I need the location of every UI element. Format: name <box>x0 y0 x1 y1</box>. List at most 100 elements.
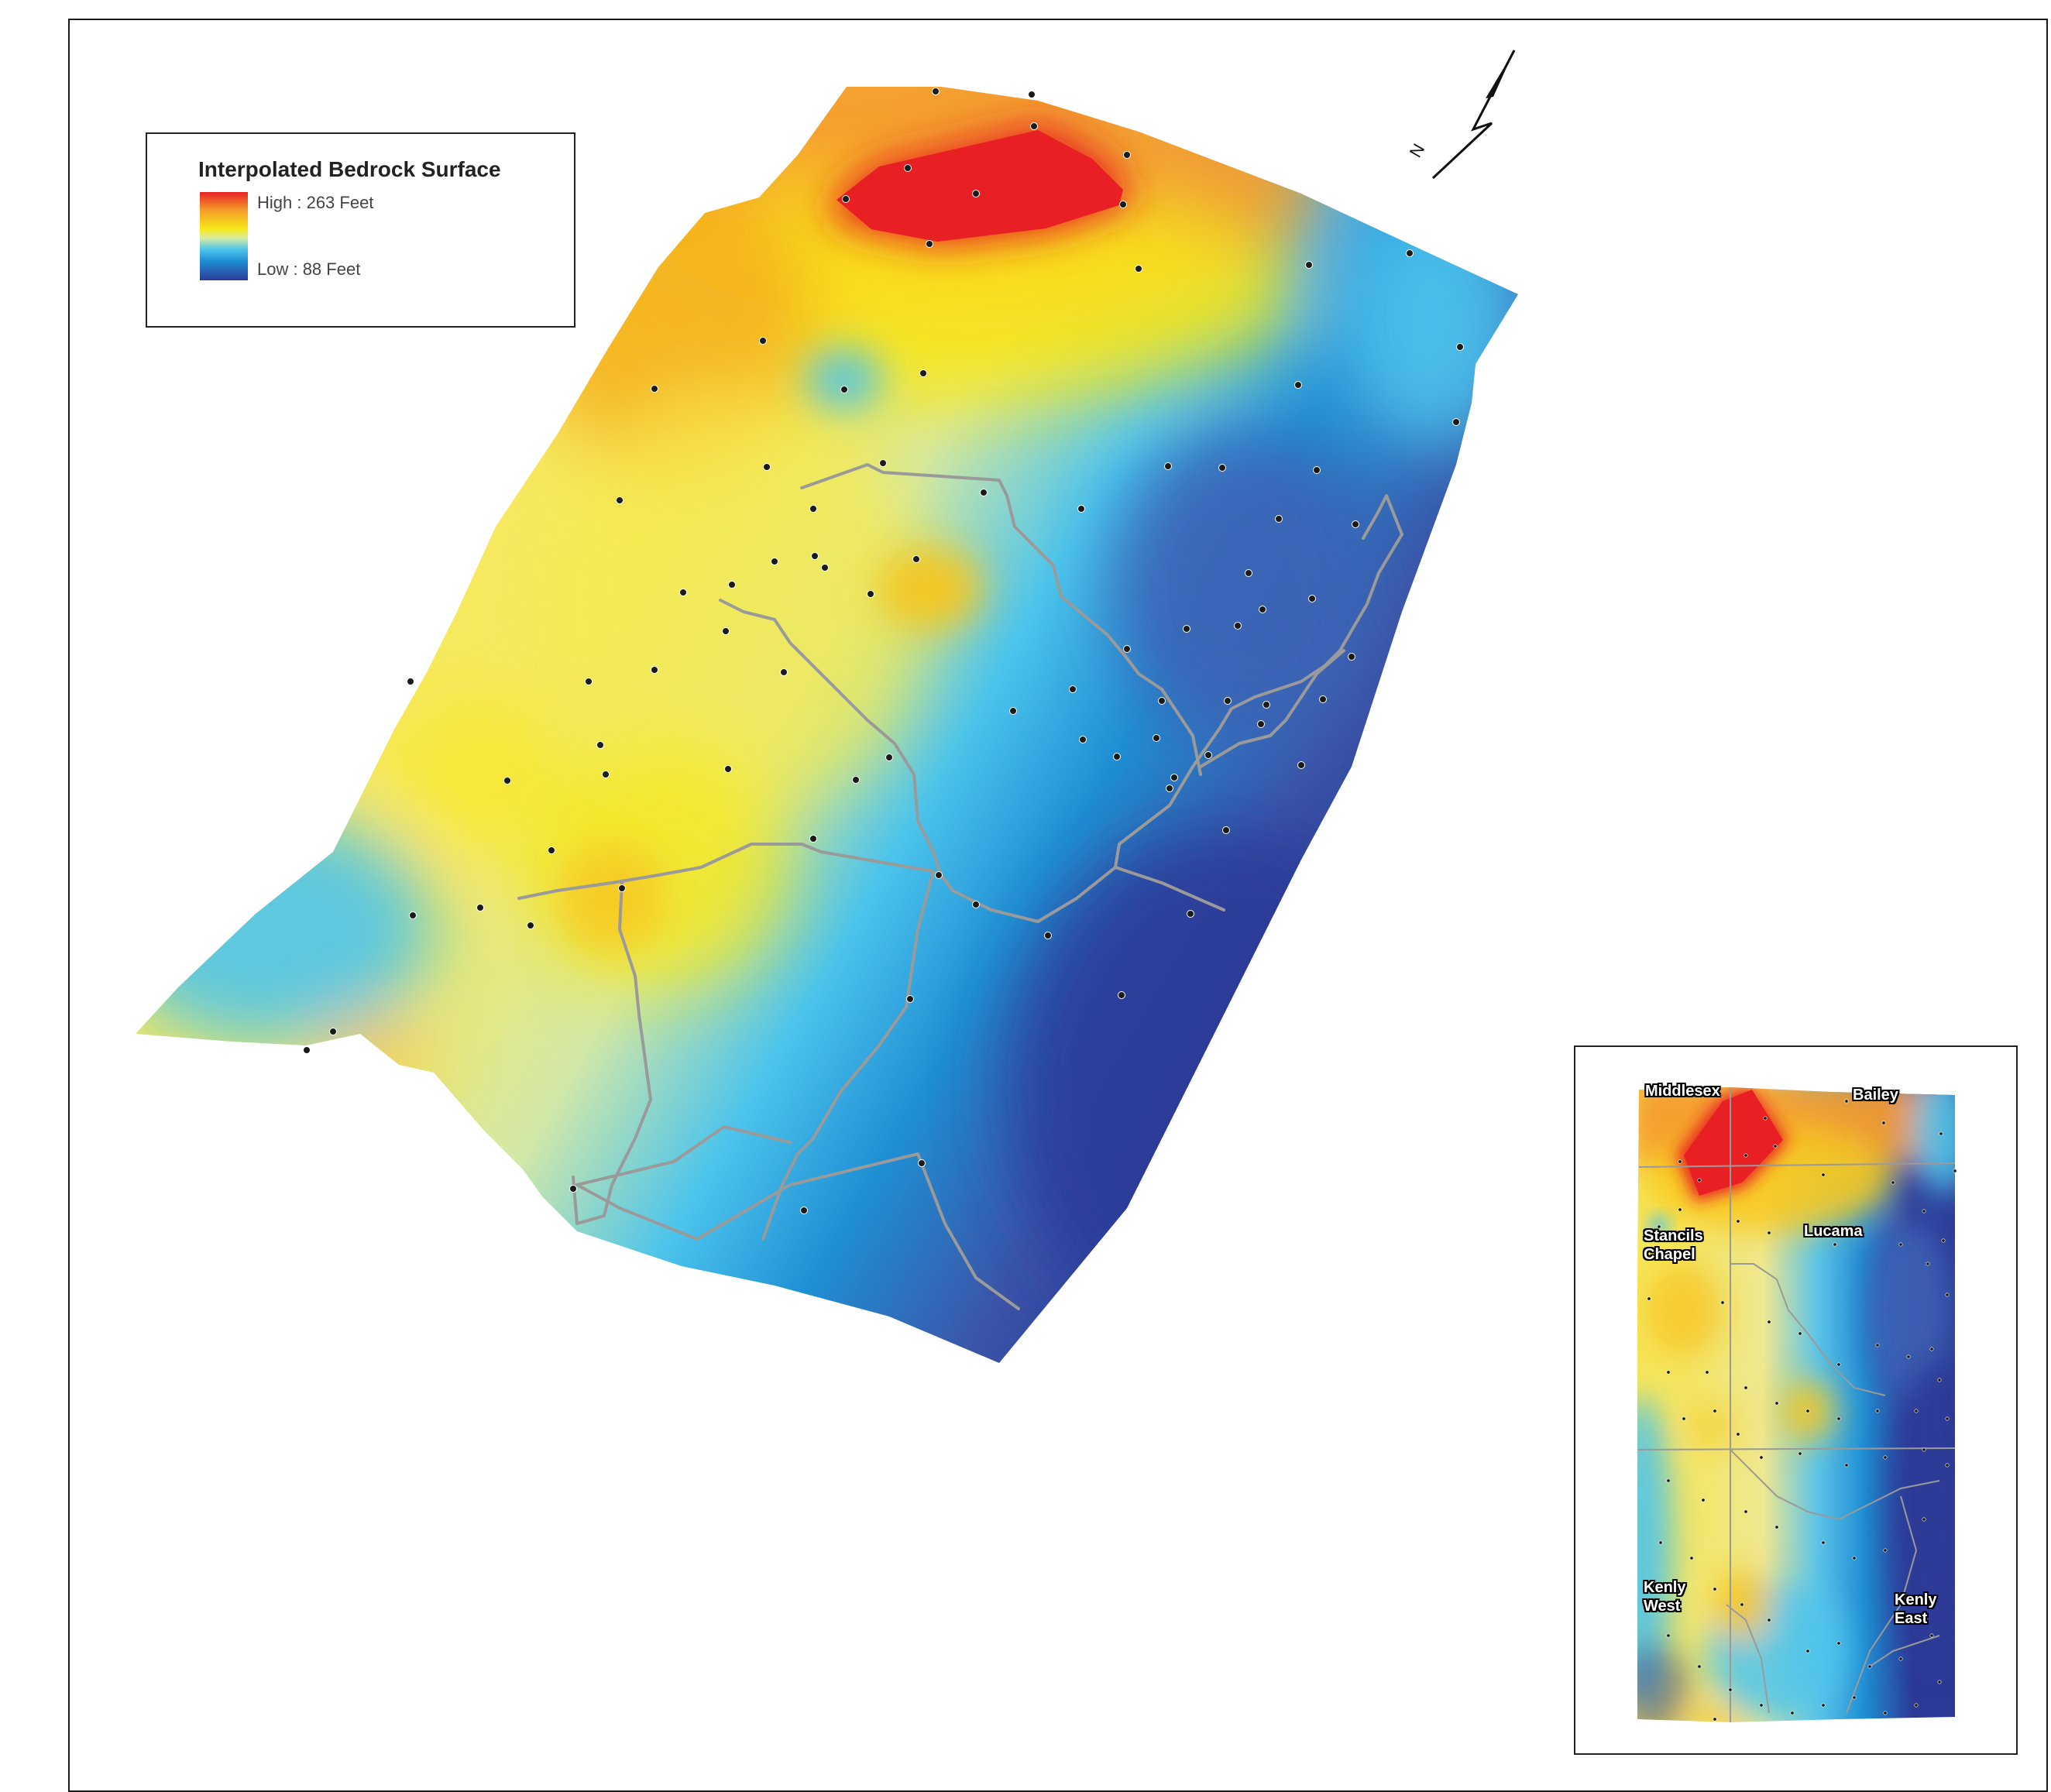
well-point <box>1836 1641 1841 1646</box>
quad-label-kenly-west: Kenly West <box>1644 1579 1686 1615</box>
well-point <box>1678 1159 1682 1164</box>
well-point <box>1852 1695 1857 1700</box>
well-point <box>548 846 555 854</box>
well-point <box>1456 343 1464 351</box>
well-point <box>1305 261 1313 269</box>
well-point <box>918 1159 926 1167</box>
inset-wells <box>1647 1090 1957 1722</box>
well-point <box>1821 1540 1826 1545</box>
well-point <box>1914 1703 1919 1708</box>
well-point <box>1945 1293 1950 1297</box>
quad-label-lucama: Lucama <box>1804 1223 1863 1240</box>
legend-low-label: Low : 88 Feet <box>257 259 361 279</box>
well-point <box>1275 515 1283 523</box>
well-point <box>329 1028 337 1035</box>
well-point <box>1224 697 1232 705</box>
well-point <box>1833 1242 1837 1247</box>
well-point <box>904 164 912 172</box>
well-point <box>1697 1664 1702 1669</box>
well-point <box>1666 1478 1671 1483</box>
legend-high-label: High : 263 Feet <box>257 193 374 212</box>
well-point <box>1945 1416 1950 1421</box>
well-point <box>811 552 819 560</box>
legend-color-ramp <box>200 192 248 280</box>
well-point <box>1079 736 1087 743</box>
legend-title: Interpolated Bedrock Surface <box>198 157 501 181</box>
well-point <box>1666 1633 1671 1638</box>
well-point <box>1263 701 1270 709</box>
well-point <box>596 741 604 749</box>
well-point <box>1713 1717 1717 1722</box>
well-point <box>1798 1451 1802 1456</box>
well-point <box>1744 1153 1748 1158</box>
well-point <box>1922 1517 1926 1522</box>
well-point <box>1308 595 1316 602</box>
well-point <box>1773 1144 1778 1148</box>
well-point <box>1763 1116 1768 1121</box>
well-point <box>1352 520 1359 528</box>
well-point <box>1844 1099 1849 1104</box>
well-point <box>1123 645 1131 653</box>
well-point <box>1113 753 1121 760</box>
well-point <box>1123 151 1131 159</box>
well-point <box>840 386 848 393</box>
well-point <box>852 776 860 784</box>
well-point <box>912 555 920 563</box>
well-point <box>651 385 658 393</box>
well-point <box>1805 1649 1810 1653</box>
quad-label-middlesex: Middlesex <box>1645 1083 1720 1100</box>
well-point <box>1805 1409 1810 1413</box>
well-point <box>926 240 933 248</box>
well-point <box>1922 1209 1926 1214</box>
well-point <box>1881 1121 1886 1125</box>
well-point <box>1906 1354 1911 1359</box>
well-point <box>1867 1664 1872 1669</box>
well-point <box>503 777 511 784</box>
well-point <box>842 195 850 203</box>
well-point <box>1744 1509 1748 1514</box>
well-point <box>1666 1370 1671 1375</box>
well-point <box>809 505 817 513</box>
well-point <box>809 835 817 843</box>
north-arrow: N <box>1402 43 1526 190</box>
well-point <box>1941 1238 1946 1243</box>
well-point <box>1044 932 1052 939</box>
well-point <box>1153 734 1160 742</box>
well-point <box>1077 505 1085 513</box>
well-point <box>1319 695 1327 703</box>
well-point <box>1744 1385 1748 1390</box>
well-point <box>759 337 767 345</box>
well-point <box>932 88 940 95</box>
well-point <box>1836 1416 1841 1421</box>
well-point <box>1767 1231 1771 1235</box>
well-point <box>1774 1401 1779 1406</box>
well-point <box>1875 1409 1880 1413</box>
well-point <box>1135 265 1142 273</box>
well-point <box>409 911 417 919</box>
well-point <box>1736 1432 1740 1437</box>
well-point <box>1009 707 1017 715</box>
well-point <box>1798 1331 1802 1336</box>
well-point <box>800 1207 808 1214</box>
road-network <box>517 463 1403 1310</box>
well-point <box>1658 1540 1663 1545</box>
well-point <box>1937 1680 1942 1684</box>
well-point <box>1166 784 1173 792</box>
well-point <box>1028 91 1036 98</box>
well-point <box>1922 1447 1926 1452</box>
well-point <box>1259 606 1266 613</box>
well-point <box>972 190 980 197</box>
well-point <box>1883 1455 1888 1460</box>
well-point <box>780 668 788 676</box>
well-point <box>1939 1131 1943 1136</box>
inset-surface <box>1637 1087 1957 1722</box>
well-point <box>569 1185 577 1193</box>
well-point <box>1926 1262 1930 1266</box>
well-point <box>867 590 874 598</box>
well-point <box>1821 1703 1826 1708</box>
quad-label-bailey: Bailey <box>1853 1087 1898 1104</box>
well-point <box>1204 751 1212 759</box>
well-point <box>1891 1180 1895 1185</box>
well-point <box>1452 418 1460 426</box>
well-point <box>919 369 927 377</box>
